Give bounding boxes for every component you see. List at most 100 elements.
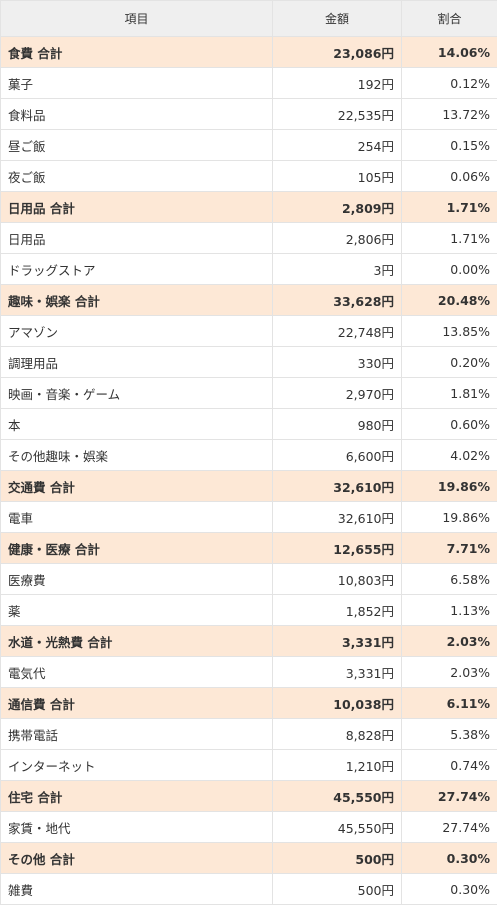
row-percentage: 20.48% [402,285,497,316]
row-percentage: 0.00% [402,254,497,285]
row-amount: 980円 [273,409,402,440]
row-percentage: 14.06% [402,37,497,68]
row-percentage: 1.13% [402,595,497,626]
row-percentage: 0.60% [402,409,497,440]
row-amount: 10,038円 [273,688,402,719]
row-label: 携帯電話 [1,719,273,750]
row-percentage: 1.71% [402,223,497,254]
row-label: 健康・医療 合計 [1,533,273,564]
row-percentage: 6.11% [402,688,497,719]
row-percentage: 6.58% [402,564,497,595]
column-header-item: 項目 [1,1,273,37]
row-percentage: 19.86% [402,471,497,502]
row-amount: 192円 [273,68,402,99]
row-percentage: 0.06% [402,161,497,192]
row-amount: 10,803円 [273,564,402,595]
row-amount: 1,852円 [273,595,402,626]
row-amount: 22,748円 [273,316,402,347]
row-percentage: 2.03% [402,657,497,688]
row-label: 日用品 [1,223,273,254]
row-amount: 45,550円 [273,812,402,843]
column-header-amount: 金額 [273,1,402,37]
row-percentage: 4.02% [402,440,497,471]
row-amount: 23,086円 [273,37,402,68]
row-percentage: 27.74% [402,781,497,812]
row-label: 趣味・娯楽 合計 [1,285,273,316]
row-label: 雑費 [1,874,273,905]
row-amount: 254円 [273,130,402,161]
row-amount: 2,806円 [273,223,402,254]
row-percentage: 19.86% [402,502,497,533]
row-percentage: 0.30% [402,874,497,905]
row-label: インターネット [1,750,273,781]
table-header-row: 項目 金額 割合 [1,1,497,37]
row-percentage: 0.74% [402,750,497,781]
row-label: 通信費 合計 [1,688,273,719]
row-label: 交通費 合計 [1,471,273,502]
row-label: 昼ご飯 [1,130,273,161]
row-amount: 8,828円 [273,719,402,750]
row-amount: 2,809円 [273,192,402,223]
row-label: 調理用品 [1,347,273,378]
row-amount: 12,655円 [273,533,402,564]
row-label: 菓子 [1,68,273,99]
row-percentage: 13.72% [402,99,497,130]
row-percentage: 5.38% [402,719,497,750]
row-label: 映画・音楽・ゲーム [1,378,273,409]
row-label: 住宅 合計 [1,781,273,812]
row-amount: 500円 [273,874,402,905]
row-percentage: 13.85% [402,316,497,347]
row-amount: 3,331円 [273,657,402,688]
row-percentage: 0.12% [402,68,497,99]
row-amount: 32,610円 [273,471,402,502]
row-label: 食料品 [1,99,273,130]
row-label: 本 [1,409,273,440]
row-percentage: 0.20% [402,347,497,378]
row-percentage: 2.03% [402,626,497,657]
row-label: その他趣味・娯楽 [1,440,273,471]
row-amount: 3,331円 [273,626,402,657]
row-amount: 105円 [273,161,402,192]
row-label: ドラッグストア [1,254,273,285]
row-amount: 33,628円 [273,285,402,316]
row-label: 水道・光熱費 合計 [1,626,273,657]
row-label: アマゾン [1,316,273,347]
row-label: その他 合計 [1,843,273,874]
row-label: 電気代 [1,657,273,688]
row-amount: 1,210円 [273,750,402,781]
column-header-ratio: 割合 [402,1,497,37]
row-amount: 6,600円 [273,440,402,471]
row-label: 家賃・地代 [1,812,273,843]
row-label: 夜ご飯 [1,161,273,192]
row-amount: 45,550円 [273,781,402,812]
row-amount: 22,535円 [273,99,402,130]
row-label: 医療費 [1,564,273,595]
row-amount: 500円 [273,843,402,874]
row-percentage: 1.71% [402,192,497,223]
row-label: 薬 [1,595,273,626]
